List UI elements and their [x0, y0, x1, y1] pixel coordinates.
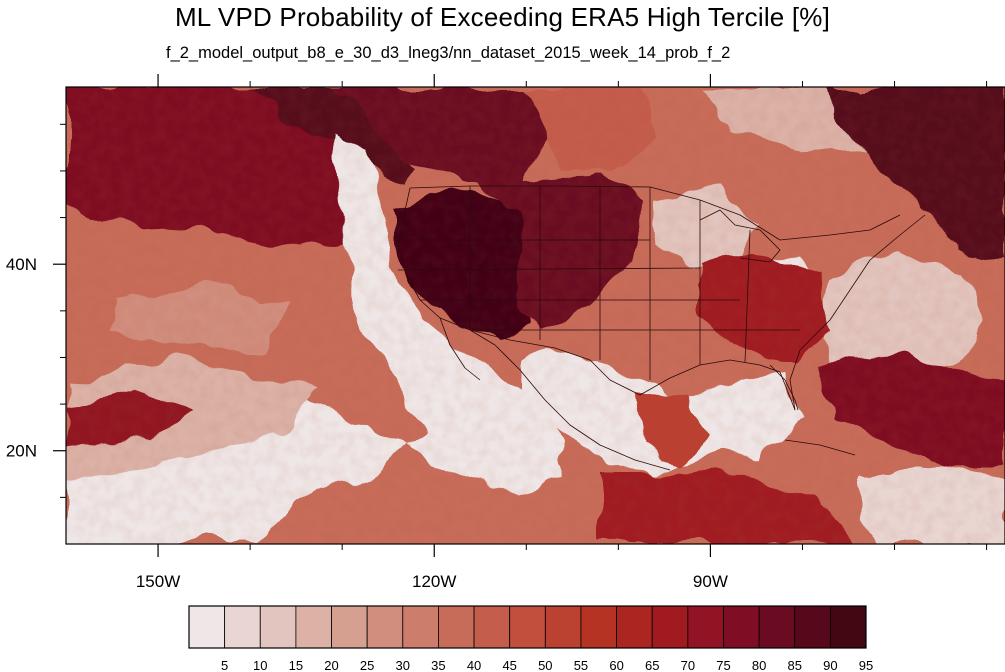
colorbar-swatch-4	[331, 605, 368, 649]
colorbar: 5 10 15 20 25 30 35 40 45 50 55 60 65 70 75 80 85 90 95	[188, 605, 873, 672]
colorbar-swatch-1	[224, 605, 261, 649]
mexico-coast	[494, 344, 671, 471]
colorbar-label-18: 95	[859, 658, 873, 672]
colorbar-label-0: 5	[221, 658, 228, 672]
political-boundaries	[397, 185, 926, 471]
lat-tick-label-1: 20N	[6, 442, 37, 461]
colorbar-label-10: 55	[574, 658, 588, 672]
chart-subtitle: f_2_model_output_b8_e_30_d3_lneg3/nn_dat…	[166, 44, 731, 62]
colorbar-swatch-3	[295, 605, 332, 649]
lon-tick-label-0: 150W	[136, 572, 180, 591]
colorbar-label-4: 25	[360, 658, 374, 672]
colorbar-swatch-15	[723, 605, 760, 649]
colorbar-swatch-9	[509, 605, 546, 649]
colorbar-swatch-0	[188, 605, 226, 649]
colorbar-label-7: 40	[467, 658, 481, 672]
colorbar-label-11: 60	[609, 658, 623, 672]
state-lines-1	[469, 186, 751, 380]
map-axes: 150W 120W 90W 40N 20N	[6, 74, 988, 591]
colorbar-label-17: 90	[823, 658, 837, 672]
colorbar-swatch-16	[758, 605, 796, 649]
colorbar-label-14: 75	[716, 658, 730, 672]
colorbar-swatch-2	[259, 605, 297, 649]
colorbar-swatch-10	[544, 605, 582, 649]
colorbar-label-5: 30	[396, 658, 410, 672]
colorbar-swatch-11	[580, 605, 617, 649]
colorbar-label-15: 80	[752, 658, 766, 672]
florida	[769, 364, 799, 411]
colorbar-swatch-14	[687, 605, 724, 649]
colorbar-label-16: 85	[788, 658, 802, 672]
colorbar-label-2: 15	[289, 658, 303, 672]
lat-tick-label-0: 40N	[6, 255, 37, 274]
colorbar-swatch-13	[651, 605, 689, 649]
baja-coast	[439, 317, 481, 381]
great-lakes	[699, 209, 781, 263]
colorbar-label-1: 10	[253, 658, 267, 672]
colorbar-label-12: 65	[645, 658, 659, 672]
colorbar-swatch-6	[402, 605, 439, 649]
colorbar-swatch-18	[829, 605, 867, 649]
colorbar-swatch-17	[794, 605, 831, 649]
lon-tick-label-2: 90W	[693, 572, 728, 591]
colorbar-label-9: 50	[538, 658, 552, 672]
map-frame	[65, 86, 1005, 545]
us-mexico-border	[469, 329, 641, 396]
colorbar-label-3: 20	[324, 658, 338, 672]
colorbar-swatch-7	[438, 605, 475, 649]
colorbar-swatch-5	[366, 605, 404, 649]
colorbar-label-8: 45	[502, 658, 516, 672]
cuba	[784, 439, 856, 456]
chart-title: ML VPD Probability of Exceeding ERA5 Hig…	[174, 2, 831, 32]
colorbar-frame	[188, 605, 867, 649]
colorbar-swatch-12	[616, 605, 653, 649]
colorbar-swatch-8	[473, 605, 511, 649]
colorbar-label-6: 35	[431, 658, 445, 672]
canada-us-border	[409, 185, 901, 241]
state-lines-2	[397, 239, 800, 331]
lon-tick-label-1: 120W	[412, 572, 456, 591]
us-west-coast	[397, 187, 496, 346]
colorbar-label-13: 70	[681, 658, 695, 672]
